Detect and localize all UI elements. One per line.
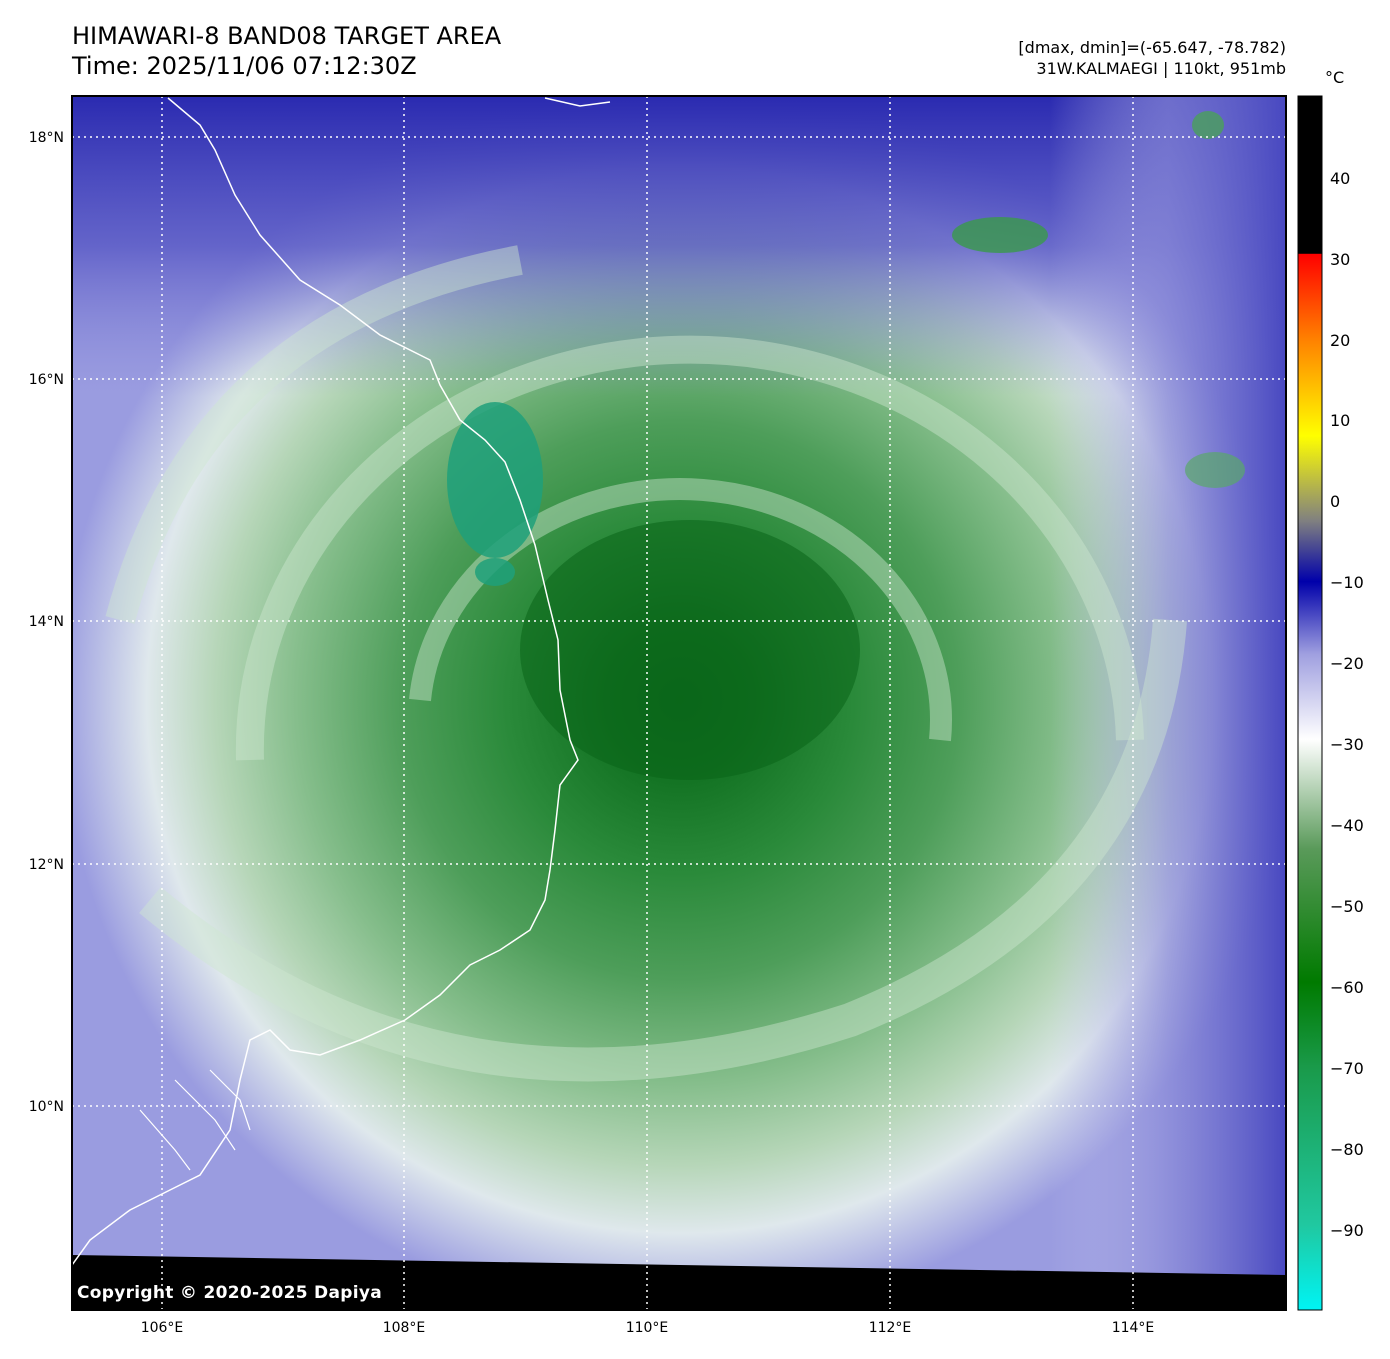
copyright-notice: Copyright © 2020-2025 Dapiya [77, 1283, 382, 1303]
colorbar-unit: °C [1325, 68, 1345, 87]
colorbar-tick: −40 [1330, 816, 1364, 835]
graticule [72, 96, 1286, 1310]
colorbar-tick: 40 [1330, 169, 1350, 188]
colorbar-tick: −60 [1330, 978, 1364, 997]
colorbar-ticks: 40 30 20 10 0 −10 −20 −30 −40 −50 −60 −7… [1330, 169, 1364, 1240]
lat-label: 12°N [29, 857, 64, 873]
lat-label: 16°N [29, 372, 64, 388]
temperature-range: [dmax, dmin]=(-65.647, -78.782) [1018, 38, 1286, 57]
lon-label: 112°E [869, 1320, 912, 1336]
lon-label: 114°E [1112, 1320, 1155, 1336]
lat-label: 10°N [29, 1099, 64, 1115]
colorbar-tick: −10 [1330, 573, 1364, 592]
colorbar-tick: −90 [1330, 1221, 1364, 1240]
colorbar-tick: −80 [1330, 1140, 1364, 1159]
lon-label: 106°E [141, 1320, 184, 1336]
colorbar-tick: −20 [1330, 654, 1364, 673]
map-frame [71, 95, 1287, 1311]
colorbar-tick: 20 [1330, 331, 1350, 350]
map-title: HIMAWARI-8 BAND08 TARGET AREA [72, 22, 502, 50]
colorbar-tick: −70 [1330, 1059, 1364, 1078]
satellite-image [72, 96, 1286, 1310]
lon-label: 110°E [626, 1320, 669, 1336]
colorbar [1297, 95, 1323, 1311]
coastline [72, 97, 579, 1266]
lat-label: 18°N [29, 130, 64, 146]
colorbar-tick: 30 [1330, 250, 1350, 269]
colorbar-tick: 0 [1330, 492, 1340, 511]
colorbar-tick: −50 [1330, 897, 1364, 916]
lon-label: 108°E [383, 1320, 426, 1336]
colorbar-tick: 10 [1330, 411, 1350, 430]
map-time: Time: 2025/11/06 07:12:30Z [72, 52, 417, 80]
lat-label: 14°N [29, 614, 64, 630]
colorbar-tick: −30 [1330, 735, 1364, 754]
storm-info: 31W.KALMAEGI | 110kt, 951mb [1036, 59, 1286, 78]
